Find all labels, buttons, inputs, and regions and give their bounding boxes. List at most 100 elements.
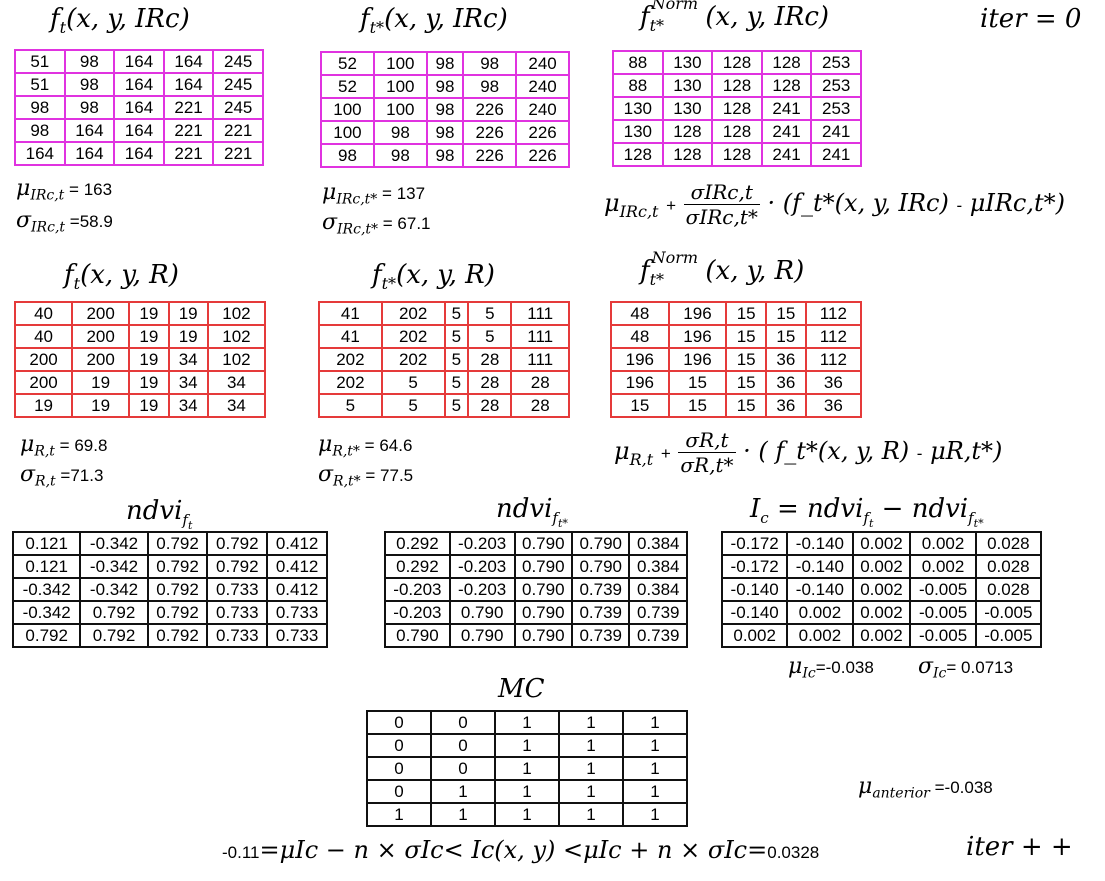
threshold-low: -0.11 <box>222 843 260 862</box>
mu-anterior: μanterior =-0.038 <box>858 774 993 802</box>
ir-norm-table-cell: 128 <box>711 73 763 98</box>
r-orig-table-cell: 19 <box>71 393 131 418</box>
ic-table-cell: 0.002 <box>909 554 977 579</box>
ic-mu: μIc=-0.038 <box>788 654 874 682</box>
ir-orig-table-cell: 164 <box>113 72 165 97</box>
r-norm-table: 48 196 15 15 112 48 196 15 15 112 196 196 15 36 112 196… <box>610 301 863 418</box>
ndvi-tstar-table-row: -0.203 0.790 0.790 0.739 0.739 <box>384 600 688 625</box>
r-norm-table-cell: 15 <box>610 393 670 418</box>
mc-table-cell: 0 <box>430 733 496 758</box>
ir-norm-table-cell: 241 <box>810 142 862 167</box>
r-orig-table-cell: 34 <box>167 370 209 395</box>
ir-orig-title: ft(x, y, IRc) <box>50 4 190 38</box>
r-norm-table-cell: 15 <box>667 370 728 395</box>
ndvi-tstar-table-row: 0.292 -0.203 0.790 0.790 0.384 <box>384 531 688 556</box>
ir-norm-table-cell: 128 <box>711 119 763 144</box>
ic-table-row: -0.172 -0.140 0.002 0.002 0.028 <box>720 554 1043 579</box>
mc-table-cell: 1 <box>430 802 496 827</box>
r-norm-table-cell: 196 <box>667 324 728 349</box>
ndvi-t-table-row: 0.121 -0.342 0.792 0.792 0.412 <box>11 531 328 556</box>
ndvi-tstar-table-cell: -0.203 <box>448 554 516 579</box>
ndvi-t-table-cell: 0.412 <box>266 577 328 602</box>
ndvi-tstar-table-cell: 0.790 <box>448 600 516 625</box>
r-star-table-cell: 41 <box>318 324 383 349</box>
r-norm-table-row: 48 196 15 15 112 <box>610 324 863 349</box>
ndvi-t-table-cell: -0.342 <box>11 577 82 602</box>
ndvi-t-table-cell: 0.121 <box>11 531 82 556</box>
ndvi-t-table-cell: -0.342 <box>79 577 149 602</box>
ndvi-tstar-table-cell: 0.292 <box>384 531 451 556</box>
ic-table-cell: -0.005 <box>974 600 1043 625</box>
ndvi-t-table-cell: 0.412 <box>266 554 328 579</box>
r-formula-num: σR,t <box>678 428 736 453</box>
r-norm-table-cell: 36 <box>765 347 807 372</box>
ndvi-t-table-cell: 0.733 <box>266 623 328 648</box>
ir-star-table-cell: 100 <box>372 51 428 76</box>
mc-table-cell: 1 <box>494 710 560 735</box>
ndvi-t-table-cell: 0.792 <box>146 600 209 625</box>
r-norm-table-cell: 15 <box>725 301 768 326</box>
ir-orig-table-cell: 98 <box>14 118 66 143</box>
r-orig-table-row: 40 200 19 19 102 <box>13 324 267 349</box>
r-orig-table-cell: 200 <box>71 347 131 372</box>
ir-star-table-cell: 100 <box>320 97 375 122</box>
ic-table-cell: -0.172 <box>720 554 789 579</box>
ir-norm-table: 88 130 128 128 253 88 130 128 128 253 130 130 128 241… <box>612 50 862 167</box>
r-norm-table-row: 196 196 15 36 112 <box>610 347 863 372</box>
ndvi-t-table-cell: -0.342 <box>79 531 149 556</box>
ir-norm-table-cell: 130 <box>612 119 664 144</box>
ir-norm-formula: μIRc,t + σIRc,t σIRc,t* · (f_t*(x, y, IRc… <box>604 180 1066 229</box>
ndvi-tstar-table-cell: -0.203 <box>448 577 516 602</box>
ndvi-tstar-table-cell: 0.739 <box>570 623 631 648</box>
ir-orig-table-row: 51 98 164 164 245 <box>14 49 264 74</box>
ir-orig-table-cell: 164 <box>162 49 215 74</box>
ir-star-table-cell: 98 <box>425 74 465 99</box>
ir-orig-table-row: 51 98 164 164 245 <box>14 72 264 97</box>
r-orig-table-cell: 34 <box>167 393 209 418</box>
ir-star-table: 52 100 98 98 240 52 100 98 98 240 100 100 98 226 240 10… <box>320 51 570 168</box>
ic-table-cell: -0.005 <box>974 623 1043 648</box>
ir-orig-table-cell: 245 <box>212 95 264 120</box>
ir-norm-table-cell: 253 <box>810 96 862 121</box>
r-orig-table-cell: 19 <box>128 370 170 395</box>
ndvi-t-table-cell: 0.733 <box>206 623 269 648</box>
r-star-table-cell: 41 <box>318 301 383 326</box>
ir-norm-table-cell: 241 <box>760 142 813 167</box>
ir-orig-table-cell: 98 <box>63 72 116 97</box>
mc-title: MC <box>498 674 545 704</box>
ir-star-table-cell: 98 <box>425 97 465 122</box>
r-star-table-cell: 5 <box>443 393 470 418</box>
r-orig-table-cell: 19 <box>128 301 170 326</box>
r-orig-table-cell: 200 <box>71 301 131 326</box>
ndvi-t-table-cell: 0.792 <box>206 554 269 579</box>
ic-table-cell: -0.140 <box>786 554 854 579</box>
r-star-table-cell: 5 <box>467 324 513 349</box>
ndvi-t-table-row: 0.792 0.792 0.792 0.733 0.733 <box>11 623 328 648</box>
r-star-table-cell: 5 <box>443 347 470 372</box>
r-formula-den: σR,t* <box>680 453 734 477</box>
ir-orig-table-cell: 51 <box>14 72 66 97</box>
r-orig-table-cell: 19 <box>128 347 170 372</box>
ir-orig-table-cell: 164 <box>162 72 215 97</box>
ndvi-tstar-table-cell: 0.384 <box>628 577 688 602</box>
mc-table-cell: 1 <box>558 710 624 735</box>
r-star-table-cell: 111 <box>510 324 570 349</box>
ir-norm-table-row: 130 128 128 241 241 <box>612 119 862 144</box>
ir-formula-den: σIRc,t* <box>685 205 758 229</box>
ndvi-tstar-table-cell: 0.384 <box>628 531 688 556</box>
ir-norm-table-cell: 128 <box>760 73 813 98</box>
ir-norm-table-row: 88 130 128 128 253 <box>612 73 862 98</box>
ir-star-table-row: 98 98 98 226 226 <box>320 143 570 168</box>
ir-star-table-cell: 100 <box>372 97 428 122</box>
ndvi-tstar-table-cell: 0.384 <box>628 554 688 579</box>
ndvi-t-title: ndvift <box>126 496 193 533</box>
r-star-table-cell: 5 <box>443 370 470 395</box>
r-star-table-cell: 28 <box>510 393 570 418</box>
mc-table-cell: 1 <box>622 779 688 804</box>
ic-table-cell: 0.028 <box>974 577 1043 602</box>
ir-star-table-cell: 240 <box>515 74 570 99</box>
mc-table-cell: 1 <box>494 779 560 804</box>
ir-norm-title: f Norm t* (x, y, IRc) <box>640 0 830 36</box>
ndvi-t-table-cell: 0.792 <box>146 623 209 648</box>
ic-table-row: -0.172 -0.140 0.002 0.002 0.028 <box>720 531 1043 556</box>
